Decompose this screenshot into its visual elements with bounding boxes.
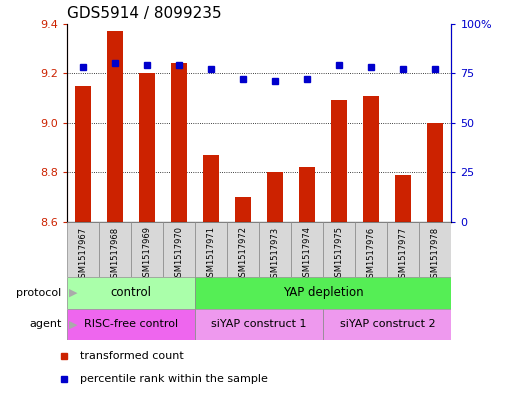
Text: YAP depletion: YAP depletion (283, 286, 364, 299)
Bar (139, 73, 155, 222)
Bar (203, 155, 219, 222)
Text: GSM1517971: GSM1517971 (206, 226, 215, 283)
Text: RISC-free control: RISC-free control (84, 319, 178, 329)
Text: agent: agent (29, 319, 62, 329)
Bar (291, 222, 323, 277)
Bar (323, 309, 451, 340)
Text: ▶: ▶ (69, 288, 78, 298)
Bar (98, 222, 131, 277)
Bar (355, 222, 387, 277)
Bar (107, 31, 123, 222)
Bar (299, 167, 315, 222)
Bar (259, 222, 291, 277)
Text: GSM1517968: GSM1517968 (110, 226, 120, 283)
Text: GSM1517973: GSM1517973 (270, 226, 280, 283)
Bar (323, 222, 355, 277)
Text: GSM1517976: GSM1517976 (367, 226, 376, 283)
Bar (131, 222, 163, 277)
Bar (195, 222, 227, 277)
Text: siYAP construct 1: siYAP construct 1 (211, 319, 307, 329)
Bar (227, 222, 259, 277)
Bar (67, 222, 98, 277)
Text: siYAP construct 2: siYAP construct 2 (340, 319, 435, 329)
Text: percentile rank within the sample: percentile rank within the sample (80, 374, 268, 384)
Text: GSM1517972: GSM1517972 (239, 226, 248, 283)
Text: GSM1517977: GSM1517977 (399, 226, 408, 283)
Text: GDS5914 / 8099235: GDS5914 / 8099235 (67, 6, 221, 21)
Bar (267, 173, 283, 222)
Bar (427, 123, 443, 222)
Bar (195, 309, 323, 340)
Bar (235, 197, 251, 222)
Bar (331, 101, 347, 222)
Text: GSM1517978: GSM1517978 (431, 226, 440, 283)
Text: control: control (110, 286, 151, 299)
Text: GSM1517974: GSM1517974 (303, 226, 312, 283)
Text: protocol: protocol (16, 288, 62, 298)
Bar (387, 222, 420, 277)
Bar (396, 175, 411, 222)
Bar (67, 277, 195, 309)
Text: ▶: ▶ (69, 319, 78, 329)
Bar (420, 222, 451, 277)
Text: GSM1517975: GSM1517975 (334, 226, 344, 283)
Bar (195, 277, 451, 309)
Text: GSM1517967: GSM1517967 (78, 226, 87, 283)
Text: GSM1517969: GSM1517969 (142, 226, 151, 283)
Bar (171, 63, 187, 222)
Text: GSM1517970: GSM1517970 (174, 226, 184, 283)
Text: transformed count: transformed count (80, 351, 184, 361)
Bar (163, 222, 195, 277)
Bar (363, 95, 379, 222)
Bar (75, 86, 91, 222)
Bar (67, 309, 195, 340)
